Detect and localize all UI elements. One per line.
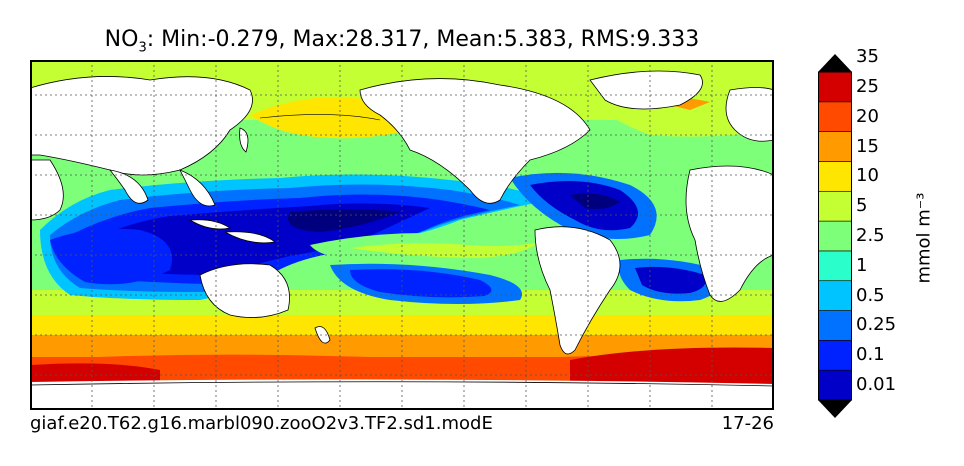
colorbar-tick-label: 20 xyxy=(856,105,879,127)
colorbar-tick-label: 0.25 xyxy=(856,314,897,336)
colorbar-tick-label: 5 xyxy=(856,195,868,217)
colorbar-swatch xyxy=(818,161,852,192)
title-stats: : Min:-0.279, Max:28.317, Mean:5.383, RM… xyxy=(146,27,700,52)
colorbar-extend-min xyxy=(818,400,852,418)
plot-title: NO3: Min:-0.279, Max:28.317, Mean:5.383,… xyxy=(30,27,774,55)
colorbar-swatch xyxy=(818,280,852,311)
colorbar-tick-label: 15 xyxy=(856,135,879,157)
title-variable: NO xyxy=(104,27,139,52)
colorbar-tick-label: 10 xyxy=(856,165,879,187)
colorbar-swatch xyxy=(818,190,852,222)
colorbar-tick-label: 0.01 xyxy=(856,374,897,396)
colorbar-swatch xyxy=(818,250,852,282)
colorbar xyxy=(818,54,852,418)
colorbar-tick-label: 0.5 xyxy=(856,284,885,306)
title-subscript: 3 xyxy=(138,40,147,56)
colorbar-units: mmol m⁻³ xyxy=(913,192,935,284)
colorbar-tick-label: 25 xyxy=(856,75,879,97)
colorbar-swatch xyxy=(818,340,852,371)
colorbar-swatch xyxy=(818,131,852,162)
colorbar-swatch xyxy=(818,220,852,252)
colorbar-extend-max xyxy=(818,54,852,72)
colorbar-tick-label: 1 xyxy=(856,254,868,276)
colorbar-tick-label: 35 xyxy=(856,46,879,68)
colorbar-swatch xyxy=(818,310,852,341)
colorbar-swatch xyxy=(818,369,852,401)
colorbar-swatch xyxy=(818,101,852,132)
colorbar-tick-label: 2.5 xyxy=(856,225,885,246)
nitrate-map xyxy=(30,60,774,410)
colorbar-swatch xyxy=(818,71,852,103)
colorbar-tick-label: 0.1 xyxy=(856,344,885,366)
year-range: 17-26 xyxy=(721,413,774,434)
case-name: giaf.e20.T62.g16.marbl090.zooO2v3.TF2.sd… xyxy=(30,413,493,434)
